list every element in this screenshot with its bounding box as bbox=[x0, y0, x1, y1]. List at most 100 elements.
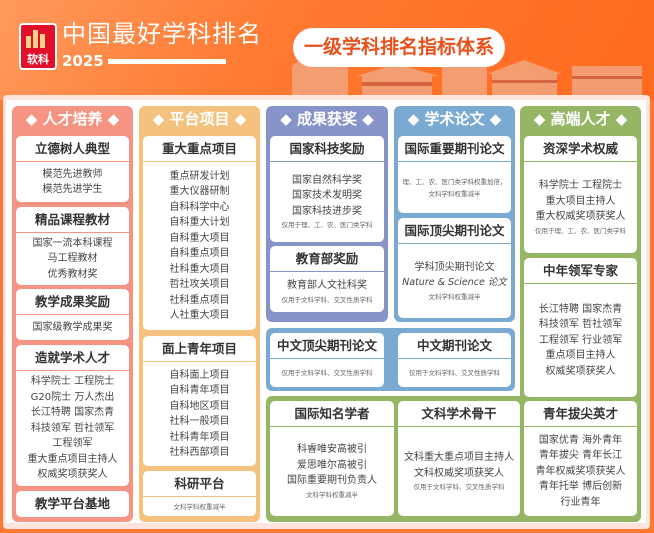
card-note: 理、工、农、医门类学科权重加倍， bbox=[402, 177, 507, 186]
indicator-item: 重大项目主持人 bbox=[545, 195, 616, 207]
indicator-card: 中文顶尖期刊论文仅用于文科学科、交叉性质学科 bbox=[270, 333, 384, 387]
column-header: ◆ 人才培养 ◆ bbox=[25, 110, 120, 128]
indicator-card: 重大重点项目 重点研发计划 重大仪器研制 自科科学中心 自科重大计划 自科重大项目 自科重点… bbox=[143, 136, 256, 330]
card-title: 教学成果奖励 bbox=[16, 289, 129, 315]
indicator-item: 学科顶尖期刊论文 bbox=[414, 261, 495, 273]
indicator-item: 科技领军 哲社领军 bbox=[30, 422, 115, 434]
indicator-item: 自科地区项目 bbox=[169, 400, 230, 412]
indicator-item: 重大权威奖项获奖人 bbox=[535, 211, 626, 223]
card-body: 国家优青 海外青年 青年拔尖 青年长江 青年权威奖项获奖人 青年托举 博后创新 行业青年 bbox=[524, 427, 637, 510]
indicator-card: 青年拔尖英才 国家优青 海外青年 青年拔尖 青年长江 青年权威奖项获奖人 青年托举 博后… bbox=[524, 401, 637, 516]
indicator-item: 社科重点项目 bbox=[169, 294, 230, 306]
column-header: ◆ 平台项目 ◆ bbox=[152, 110, 247, 128]
card-title: 精品课程教材 bbox=[16, 207, 129, 233]
card-note: 文科学科权重减半 bbox=[428, 189, 481, 198]
card-note: 仅用于文科学科、交叉性质学科 bbox=[281, 295, 373, 304]
card-note: 仅用于文科学科、交叉性质学科 bbox=[409, 369, 500, 377]
indicator-item: 工程领军 bbox=[52, 438, 93, 450]
card-title: 国家科技奖励 bbox=[270, 136, 384, 162]
indicator-item: 重大仪器研制 bbox=[169, 186, 230, 197]
indicator-item: 自科面上项目 bbox=[169, 369, 230, 381]
indicator-item: 重点项目主持人 bbox=[545, 350, 616, 362]
indicator-card: 国际知名学者 科睿唯安高被引 爱思唯尔高被引 国际重要期刊负责人 文科学科权重减半 bbox=[270, 401, 394, 516]
indicator-item: 自科青年项目 bbox=[169, 385, 230, 396]
indicator-card: 造就学术人才 科学院士 工程院士 G20院士 万人杰出 长江特聘 国家杰青 科技领军 哲… bbox=[16, 345, 129, 486]
divider bbox=[108, 59, 226, 64]
indicator-item: 科学院士 工程院士 bbox=[538, 180, 623, 192]
card-title: 科研平台 bbox=[143, 471, 256, 497]
card-body: 科学院士 工程院士 重大项目主持人 重大权威奖项获奖人 仅用于理、工、农、医门类学科 bbox=[524, 162, 637, 237]
indicator-card: 教学平台基地 bbox=[16, 491, 129, 517]
indicator-item: 长江特聘 国家杰青 bbox=[538, 303, 623, 315]
indicator-item: Nature & Science 论文 bbox=[402, 277, 507, 288]
indicator-card: 文科学术骨干 文科重大重点项目主持人 文科权威奖项获奖人 仅用于文科学科、交叉性质学科 bbox=[398, 401, 520, 516]
header-banner: 软科 中国最好学科排名 2025 一级学科排名指标体系 bbox=[0, 0, 654, 100]
card-note: 仅用于理、工、农、医门类学科 bbox=[281, 221, 373, 230]
indicator-item: 文科重大重点项目主持人 bbox=[404, 452, 514, 463]
indicator-card: 国家科技奖励国家自然科学奖 国家技术发明奖 国家科技进步奖仅用于理、工、农、医门类学… bbox=[270, 136, 384, 242]
indicator-card: 面上青年项目 自科面上项目 自科青年项目 自科地区项目 社科一般项目 社科青年项目 社科西部… bbox=[143, 336, 256, 466]
column-header: ◆ 学术论文 ◆ bbox=[407, 110, 502, 128]
card-title: 资深学术权威 bbox=[524, 136, 637, 162]
indicator-item: 自科重点项目 bbox=[169, 248, 230, 259]
card-body: 重点研发计划 重大仪器研制 自科科学中心 自科重大计划 自科重大项目 自科重点项目 社科重大… bbox=[143, 162, 256, 324]
indicator-item: 青年托举 博后创新 bbox=[538, 481, 623, 493]
indicator-item: 教育部人文社科奖 bbox=[287, 280, 367, 292]
indicator-card: 国际顶尖期刊论文 学科顶尖期刊论文 Nature & Science 论文 文科学科权… bbox=[398, 218, 511, 318]
year-label: 2025 bbox=[62, 52, 104, 70]
logo-text: 软科 bbox=[27, 53, 49, 66]
card-title: 教育部奖励 bbox=[270, 246, 384, 272]
indicator-item: 文科权威奖项获奖人 bbox=[414, 467, 504, 479]
index-system-badge: 一级学科排名指标体系 bbox=[293, 28, 505, 67]
card-body: 教育部人文社科奖 仅用于文科学科、交叉性质学科 bbox=[270, 272, 384, 306]
card-note: 文科学科权重减半 bbox=[173, 502, 226, 511]
card-body: 科学院士 工程院士 G20院士 万人杰出 长江特聘 国家杰青 科技领军 哲社领军 工程领… bbox=[16, 371, 129, 483]
indicator-item: 长江特聘 国家杰青 bbox=[30, 407, 115, 419]
indicator-item: 优秀教材奖 bbox=[47, 268, 98, 280]
indicator-item: 社科一般项目 bbox=[169, 416, 230, 427]
indicator-item: 社科西部项目 bbox=[169, 447, 230, 458]
card-body: 国家自然科学奖 国家技术发明奖 国家科技进步奖仅用于理、工、农、医门类学科 bbox=[270, 162, 384, 231]
card-note: 仅用于文科学科、交叉性质学科 bbox=[413, 483, 505, 491]
card-body: 学科顶尖期刊论文 Nature & Science 论文 文科学科权重减半 bbox=[398, 244, 511, 303]
card-body: 自科面上项目 自科青年项目 自科地区项目 社科一般项目 社科青年项目 社科西部项目 bbox=[143, 362, 256, 461]
card-title: 国际顶尖期刊论文 bbox=[398, 218, 511, 244]
indicator-item: 国家自然科学奖 bbox=[292, 174, 362, 186]
campus-buildings-illustration bbox=[292, 56, 642, 96]
indicator-card: 中文期刊论文仅用于文科学科、交叉性质学科 bbox=[398, 333, 511, 387]
indicator-item: 行业青年 bbox=[560, 496, 601, 508]
indicator-card: 资深学术权威 科学院士 工程院士 重大项目主持人 重大权威奖项获奖人 仅用于理、工、农、… bbox=[524, 136, 637, 253]
card-title: 造就学术人才 bbox=[16, 345, 129, 371]
card-title: 重大重点项目 bbox=[143, 136, 256, 162]
card-title: 立德树人典型 bbox=[16, 136, 129, 162]
card-title: 国际重要期刊论文 bbox=[398, 136, 511, 162]
card-body: 国家级教学成果奖 bbox=[16, 315, 129, 335]
indicator-card: 立德树人典型 模范先进教师 模范先进学生 bbox=[16, 136, 129, 202]
indicator-card: 教育部奖励 教育部人文社科奖 仅用于文科学科、交叉性质学科 bbox=[270, 246, 384, 312]
indicator-item: 模范先进教师 bbox=[42, 168, 103, 180]
indicator-item: 科技领军 哲社领军 bbox=[538, 319, 623, 331]
indicator-item: 国家科技进步奖 bbox=[292, 205, 362, 217]
card-title: 教学平台基地 bbox=[34, 496, 110, 511]
indicator-item: 自科重大项目 bbox=[169, 232, 230, 244]
card-body: 仅用于文科学科、交叉性质学科 bbox=[398, 359, 511, 379]
card-title: 面上青年项目 bbox=[143, 336, 256, 362]
card-body: 仅用于文科学科、交叉性质学科 bbox=[270, 359, 384, 379]
indicator-item: 青年拔尖 青年长江 bbox=[538, 450, 623, 462]
card-body: 科睿唯安高被引 爱思唯尔高被引 国际重要期刊负责人 文科学科权重减半 bbox=[270, 427, 394, 501]
shanghairanking-logo: 软科 bbox=[19, 23, 57, 70]
indicator-item: 国家技术发明奖 bbox=[292, 190, 362, 202]
card-title: 中文顶尖期刊论文 bbox=[270, 333, 384, 359]
card-title: 中年领军专家 bbox=[524, 258, 637, 284]
indicator-item: 科睿唯安高被引 bbox=[297, 444, 367, 456]
indicator-item: 青年权威奖项获奖人 bbox=[535, 465, 626, 477]
indicator-item: 哲社攻关项目 bbox=[169, 279, 230, 290]
indicator-item: 权威奖项获奖人 bbox=[37, 469, 108, 481]
card-body: 文科学科权重减半 bbox=[143, 497, 256, 513]
card-note: 文科学科权重减半 bbox=[306, 490, 358, 499]
indicator-item: 马工程教材 bbox=[47, 253, 98, 265]
card-note: 仅用于文科学科、交叉性质学科 bbox=[281, 369, 373, 377]
card-title: 中文期刊论文 bbox=[398, 333, 511, 359]
indicator-item: 工程领军 行业领军 bbox=[538, 334, 623, 346]
card-note: 仅用于理、工、农、医门类学科 bbox=[535, 226, 626, 235]
